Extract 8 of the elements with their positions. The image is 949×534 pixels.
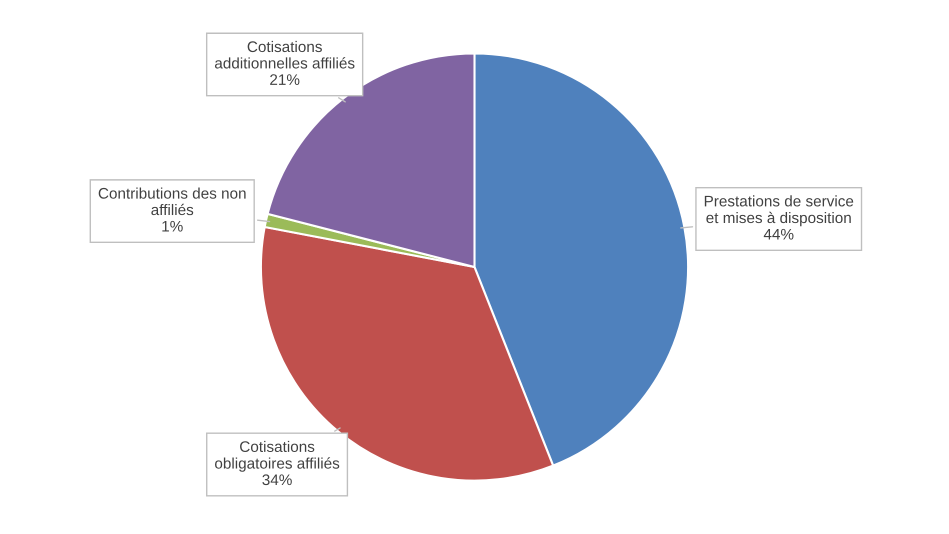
slice-label: Prestations de service et mises à disposition	[704, 195, 854, 226]
slice-label: Cotisations additionnelles affiliés	[214, 40, 354, 69]
slice-label: Cotisations obligatoires affiliés	[215, 440, 340, 472]
data-label: 1%	[162, 220, 183, 232]
data-label: 21%	[270, 74, 300, 85]
data-label: 44%	[764, 228, 794, 240]
slice-label: Contributions des non affiliés	[98, 188, 246, 216]
data-label: 34%	[262, 474, 292, 486]
